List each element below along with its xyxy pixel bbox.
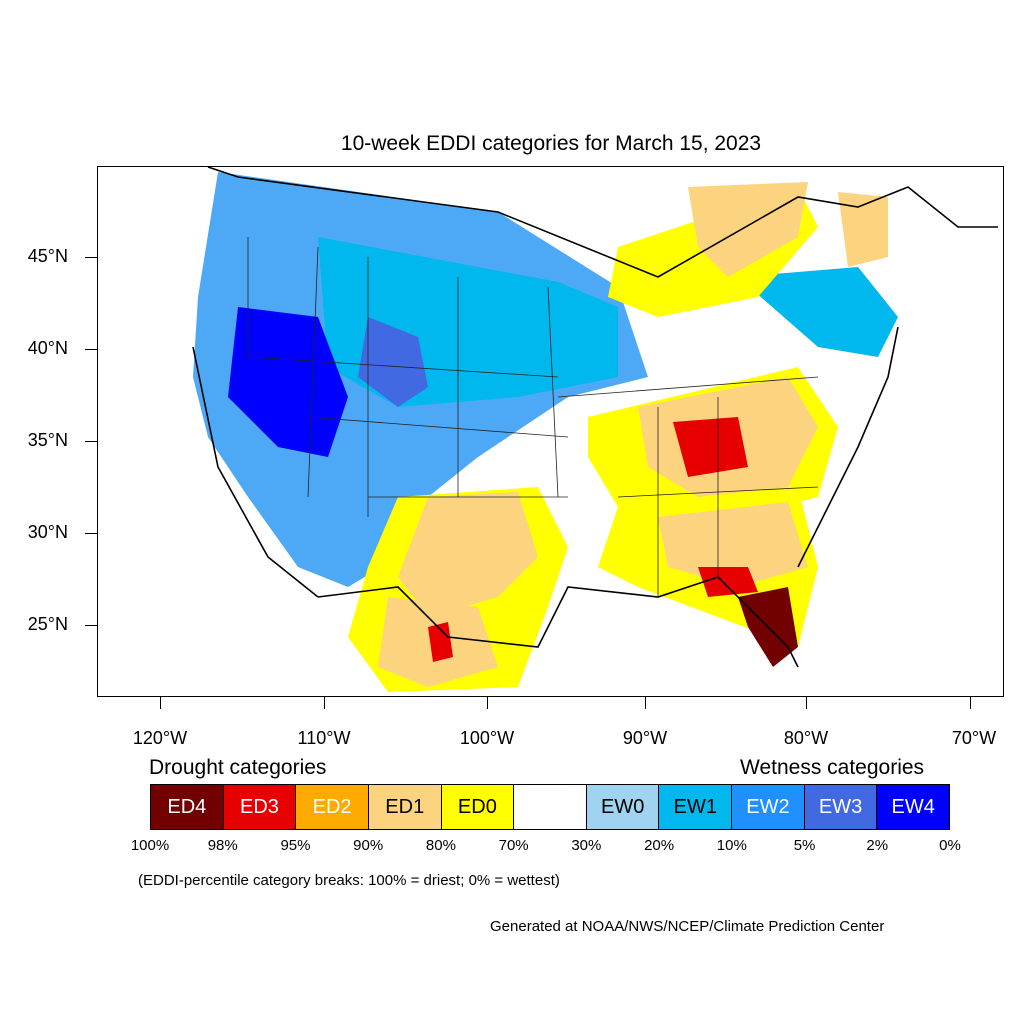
credit-line: Generated at NOAA/NWS/NCEP/Climate Predi… [490, 918, 885, 935]
legend-box-ew4: EW4 [877, 785, 950, 829]
percentile-label: 100% [130, 837, 170, 854]
lon-tick-110 [324, 697, 325, 709]
great-basin-very-wet [228, 307, 348, 457]
percentile-label: 98% [207, 837, 238, 854]
lat-label-40: 40°N [27, 338, 68, 358]
northeast-wet [738, 267, 898, 357]
lat-tick-35 [85, 441, 97, 442]
legend-box-ew0: EW0 [586, 785, 660, 829]
lon-label-120: 120°W [132, 728, 188, 748]
kentucky-ed3 [673, 417, 748, 477]
lat-label-35: 35°N [27, 430, 68, 450]
percentile-label: 90% [353, 837, 384, 854]
drought-heading: Drought categories [149, 756, 327, 779]
percentile-label: 0% [939, 837, 961, 854]
lon-label-90: 90°W [622, 728, 668, 748]
percentile-label: 30% [571, 837, 602, 854]
rockies-wet [358, 317, 428, 407]
state-boundaries [247, 237, 819, 597]
map-title: 10-week EDDI categories for March 15, 20… [340, 132, 762, 155]
category-legend: ED4 ED3 ED2 ED1 ED0 EW0 EW1 EW2 EW3 EW4 [150, 784, 950, 830]
michigan-ed1 [688, 182, 808, 277]
lon-tick-90 [645, 697, 646, 709]
percentile-label: 2% [866, 837, 889, 854]
percentile-label: 20% [644, 837, 675, 854]
texas-ed1 [398, 492, 538, 617]
legend-box-ew2: EW2 [732, 785, 805, 829]
legend-box-neutral [514, 785, 587, 829]
percentile-label: 95% [280, 837, 311, 854]
eddi-map [97, 166, 1004, 697]
lon-tick-70 [970, 697, 971, 709]
legend-box-ed3: ED3 [223, 785, 297, 829]
lon-tick-100 [487, 697, 488, 709]
lat-label-45: 45°N [27, 246, 68, 266]
legend-box-ew1: EW1 [659, 785, 733, 829]
map-canvas [192, 167, 998, 692]
legend-box-ed0: ED0 [441, 785, 515, 829]
percentile-label: 10% [716, 837, 747, 854]
lat-tick-25 [85, 625, 97, 626]
texas-ed3 [428, 622, 453, 662]
percentile-label: 80% [425, 837, 456, 854]
wetness-heading: Wetness categories [740, 756, 925, 779]
percentile-label: 5% [793, 837, 816, 854]
lat-label-30: 30°N [27, 522, 68, 542]
category-note: (EDDI-percentile category breaks: 100% =… [138, 872, 560, 889]
lon-label-80: 80°W [783, 728, 829, 748]
lat-tick-40 [85, 349, 97, 350]
lon-label-100: 100°W [459, 728, 515, 748]
southeast-ed1 [658, 502, 808, 587]
legend-box-ed2: ED2 [296, 785, 369, 829]
lon-label-70: 70°W [951, 728, 997, 748]
maine-ed1 [838, 192, 888, 267]
lon-tick-80 [806, 697, 807, 709]
lon-label-110: 110°W [297, 728, 351, 748]
coastline-outline [192, 167, 998, 668]
florida-ed3 [698, 567, 758, 597]
lon-tick-120 [160, 697, 161, 709]
lat-tick-45 [85, 257, 97, 258]
legend-box-ew3: EW3 [804, 785, 878, 829]
lat-tick-30 [85, 533, 97, 534]
percentile-label: 70% [498, 837, 529, 854]
legend-box-ed4: ED4 [151, 785, 224, 829]
lat-label-25: 25°N [27, 614, 68, 634]
legend-box-ed1: ED1 [368, 785, 442, 829]
